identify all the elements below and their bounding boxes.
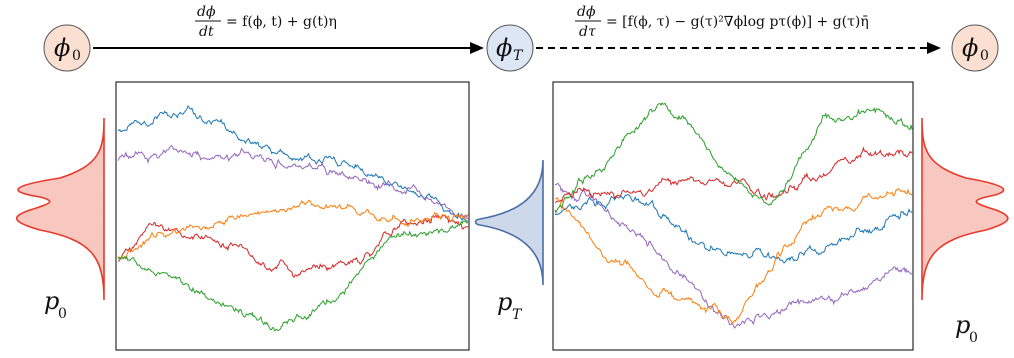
forward-trajectories-panel — [115, 81, 470, 351]
node-phi-0-end: ϕ 0 — [951, 24, 999, 72]
reverse-eq-denominator: dτ — [579, 24, 596, 40]
forward-path-green — [117, 220, 469, 332]
reverse-trajectories-panel — [552, 81, 914, 351]
node-start-symbol: ϕ — [54, 34, 70, 62]
node-phi-0-start: ϕ 0 — [43, 24, 91, 72]
forward-path-blue — [117, 105, 469, 222]
left-dist-label-subscript: 0 — [58, 306, 67, 322]
forward-path-orange — [117, 199, 469, 260]
forward-eq-rhs: = f(ϕ, t) + g(t)η — [226, 14, 337, 30]
reverse-eq-rhs: = [f(ϕ, τ) − g(τ)²∇ϕlog pτ(ϕ)] + g(τ)η̄ — [606, 14, 869, 30]
node-end-symbol: ϕ — [962, 34, 978, 62]
right-dist-label-subscript: 0 — [969, 330, 978, 346]
forward-panel-frame — [115, 81, 470, 351]
center-dist-label-symbol: p — [497, 288, 512, 316]
forward-eq-denominator: dt — [199, 24, 214, 40]
reverse-equation: dϕ dτ = [f(ϕ, τ) − g(τ)²∇ϕlog pτ(ϕ)] + g… — [575, 4, 869, 40]
reverse-eq-numerator: dϕ — [577, 4, 596, 20]
node-end-subscript: 0 — [980, 48, 989, 64]
forward-equation: dϕ dt = f(ϕ, t) + g(t)η — [195, 4, 337, 40]
left-distribution-curve — [16, 117, 105, 301]
left-distribution-p0: p 0 — [16, 117, 105, 322]
reverse-path-purple — [555, 182, 913, 329]
node-phi-T: ϕ T — [486, 24, 534, 72]
forward-path-purple — [117, 144, 469, 220]
reverse-arrow — [536, 42, 941, 54]
forward-eq-numerator: dϕ — [197, 4, 216, 20]
right-dist-label-symbol: p — [955, 311, 970, 339]
center-distribution-curve — [474, 159, 544, 286]
reverse-path-green — [554, 102, 913, 214]
reverse-path-orange — [555, 187, 913, 325]
left-dist-label-symbol: p — [44, 287, 59, 315]
right-distribution-curve — [921, 117, 1009, 301]
node-middle-symbol: ϕ — [496, 34, 512, 62]
center-dist-label-subscript: T — [512, 307, 523, 323]
center-distribution-pT: p T — [474, 159, 544, 323]
forward-trajectory-lines — [117, 105, 469, 332]
reverse-path-blue — [554, 193, 913, 264]
reverse-path-red — [554, 146, 913, 203]
node-middle-subscript: T — [513, 48, 524, 64]
right-distribution-p0: p 0 — [921, 117, 1009, 346]
node-start-subscript: 0 — [72, 48, 81, 64]
reverse-panel-frame — [552, 81, 914, 351]
forward-arrow — [93, 42, 484, 54]
reverse-trajectory-lines — [554, 102, 913, 329]
